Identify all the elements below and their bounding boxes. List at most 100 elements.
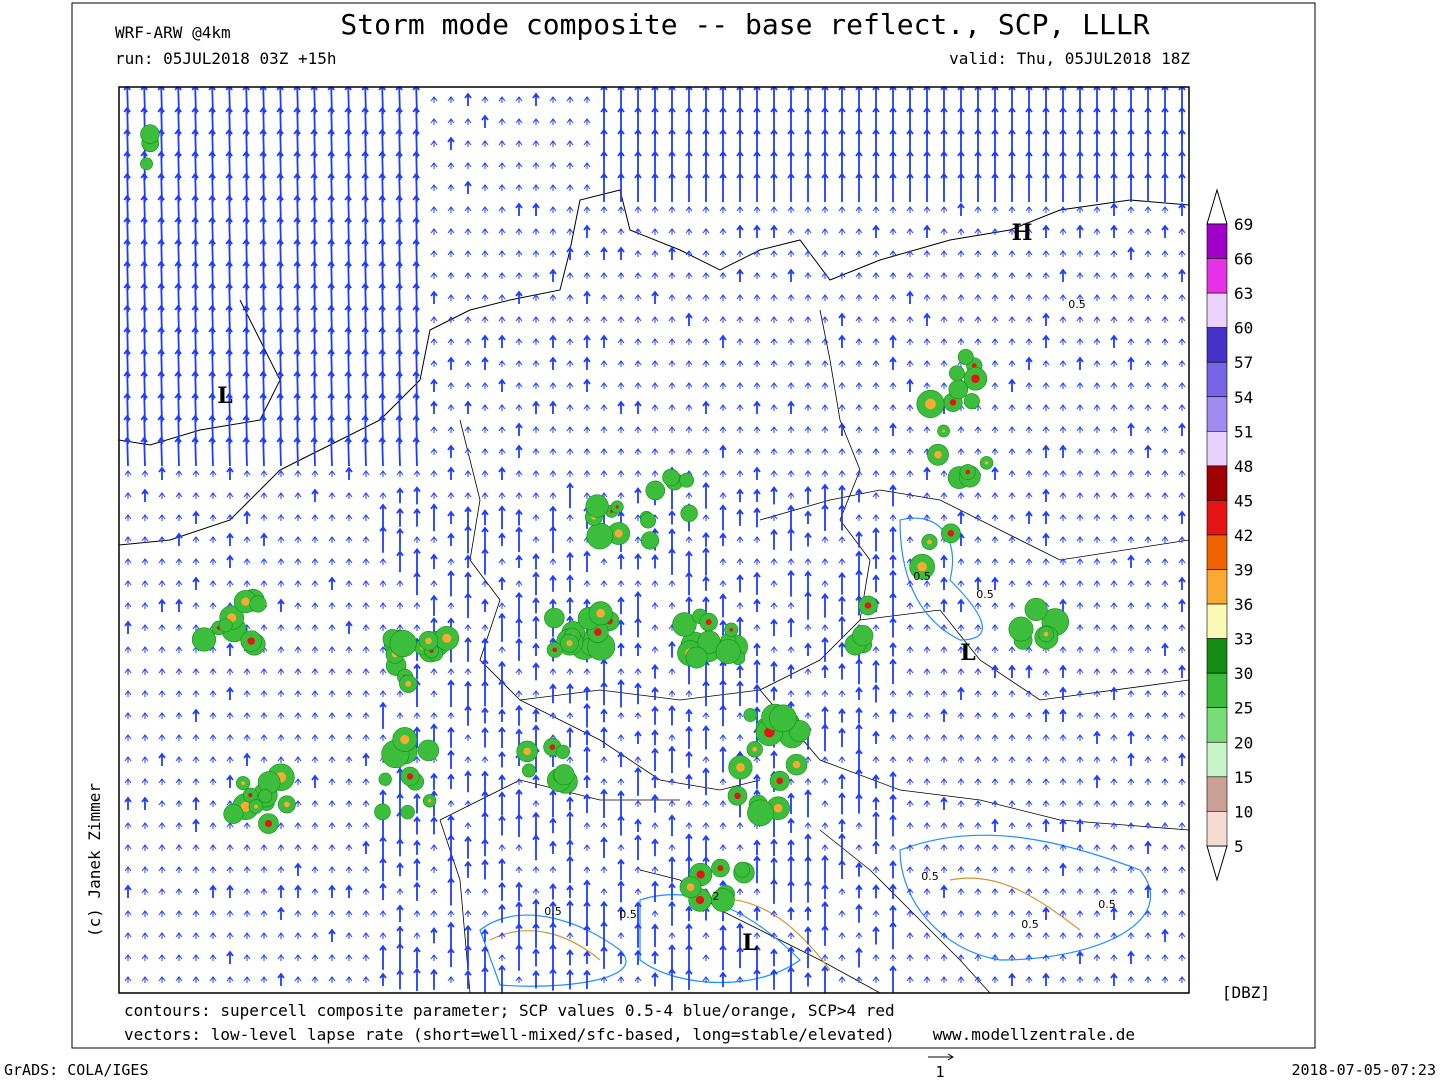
vector-arrow — [481, 658, 489, 685]
vector-arrow — [1093, 536, 1101, 543]
vector-arrow — [940, 756, 948, 763]
vector-arrow — [651, 866, 659, 873]
vector-arrow — [668, 734, 676, 741]
vector-arrow — [1076, 818, 1084, 832]
vector-arrow — [226, 950, 234, 964]
vector-arrow — [685, 905, 693, 922]
vector-arrow — [634, 800, 642, 807]
vector-arrow — [481, 114, 489, 128]
map-label: 0.5 — [913, 570, 931, 583]
vector-arrow — [821, 228, 829, 235]
vector-arrow — [1127, 172, 1135, 202]
vector-arrow — [379, 470, 387, 477]
vector-arrow — [396, 969, 404, 990]
vector-arrow — [294, 976, 302, 983]
vector-arrow — [719, 593, 727, 618]
vector-arrow — [175, 822, 183, 829]
vector-arrow — [872, 976, 880, 983]
colorbar-label: 69 — [1234, 215, 1253, 234]
vector-arrow — [277, 470, 285, 477]
vector-arrow — [1093, 404, 1101, 411]
vector-arrow — [787, 602, 795, 609]
vector-arrow — [1178, 866, 1186, 873]
vector-arrow — [209, 536, 217, 543]
vector-arrow — [974, 712, 982, 719]
vector-arrow — [1178, 422, 1186, 436]
vector-arrow — [328, 690, 336, 697]
vector-arrow — [838, 558, 846, 565]
vector-arrow — [498, 250, 506, 257]
vector-arrow — [413, 602, 421, 609]
vector-arrow — [447, 294, 455, 301]
vector-arrow — [1110, 778, 1118, 785]
vector-arrow — [906, 206, 914, 213]
reflectivity-cell — [218, 618, 233, 633]
vector-arrow — [345, 866, 353, 873]
vector-arrow — [804, 690, 812, 697]
vector-arrow — [940, 250, 948, 257]
vector-arrow — [753, 360, 761, 367]
vector-arrow — [1093, 646, 1101, 653]
vector-arrow — [1093, 448, 1101, 455]
vector-arrow — [974, 602, 982, 609]
vector-arrow — [362, 690, 370, 697]
vector-arrow — [668, 528, 676, 551]
reflectivity-core — [241, 597, 250, 606]
vector-arrow — [413, 712, 421, 719]
vector-arrow — [345, 712, 353, 719]
vector-arrow — [600, 708, 608, 723]
vector-arrow — [209, 844, 217, 851]
vector-arrow — [770, 470, 778, 477]
vector-arrow — [600, 172, 608, 202]
vector-arrow — [209, 580, 217, 587]
vector-arrow — [991, 756, 999, 763]
vector-arrow — [1144, 360, 1152, 367]
vector-arrow — [889, 965, 897, 993]
vector-arrow — [685, 228, 693, 235]
reflectivity-core — [614, 529, 623, 538]
vector-arrow — [974, 646, 982, 653]
vector-arrow — [124, 620, 132, 634]
vector-arrow — [532, 202, 540, 216]
vector-arrow — [872, 553, 880, 569]
vector-arrow — [855, 723, 863, 752]
vector-arrow — [719, 382, 727, 389]
vector-arrow — [1144, 536, 1152, 543]
vector-arrow — [906, 668, 914, 675]
vector-arrow — [821, 206, 829, 213]
colorbar-label: 25 — [1234, 699, 1253, 718]
vector-arrow — [1093, 492, 1101, 499]
vector-arrow — [532, 514, 540, 521]
credit: (c) Janek Zimmer — [85, 783, 104, 937]
vector-arrow — [770, 272, 778, 279]
vector-arrow — [1093, 426, 1101, 433]
vector-arrow — [311, 602, 319, 609]
reflectivity-cell — [963, 393, 980, 410]
vector-arrow — [566, 839, 574, 856]
vector-arrow — [1025, 976, 1033, 983]
vector-arrow — [668, 448, 676, 455]
vector-arrow — [362, 624, 370, 631]
vector-arrow — [209, 602, 217, 609]
reflectivity-cell — [1008, 616, 1034, 642]
vector-arrow — [1110, 172, 1118, 202]
vector-arrow — [549, 817, 557, 834]
vector-arrow — [1127, 338, 1135, 345]
vector-arrow — [600, 404, 608, 411]
vector-arrow — [481, 382, 489, 389]
vector-arrow — [345, 976, 353, 983]
vector-arrow — [1059, 338, 1067, 345]
vector-arrow — [906, 470, 914, 477]
vector-arrow — [821, 883, 829, 899]
vector-arrow — [447, 921, 455, 949]
vector-arrow — [1093, 316, 1101, 323]
vector-arrow — [294, 778, 302, 785]
vector-arrow — [362, 580, 370, 587]
vector-arrow — [1161, 172, 1169, 202]
vector-arrow — [583, 470, 591, 477]
vector-arrow — [345, 602, 353, 609]
vector-arrow — [770, 558, 778, 565]
vector-arrow — [209, 734, 217, 741]
vector-arrow — [600, 334, 608, 348]
vector-arrow — [1076, 224, 1084, 238]
